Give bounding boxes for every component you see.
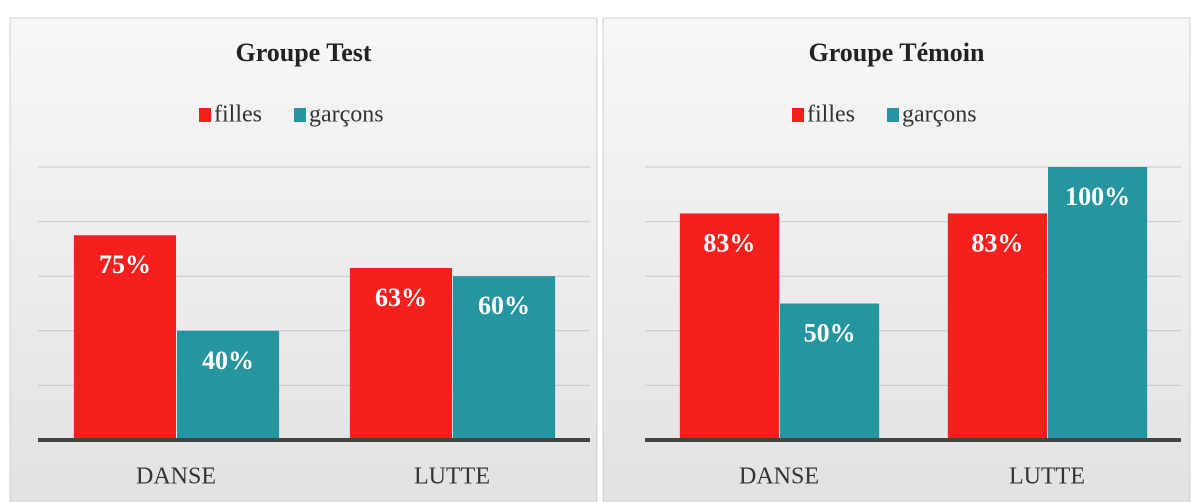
legend-label: garçons [309, 102, 384, 128]
bar [73, 235, 176, 440]
bar [679, 213, 779, 440]
data-label: 60% [478, 291, 530, 320]
legend-label: filles [807, 102, 855, 128]
bar [177, 330, 280, 440]
x-tick-label: DANSE [739, 464, 819, 490]
data-label: 75% [99, 250, 151, 279]
x-tick-label: DANSE [136, 464, 216, 490]
x-tick-label: LUTTE [414, 464, 490, 490]
legend-swatch [199, 108, 211, 122]
data-label: 50% [804, 318, 856, 347]
data-label: 83% [703, 228, 755, 257]
legend-swatch [792, 108, 804, 122]
chart-title: Groupe Témoin [808, 38, 985, 67]
x-tick-label: LUTTE [1009, 464, 1085, 490]
legend-label: garçons [902, 102, 977, 128]
data-label: 100% [1065, 182, 1130, 211]
legend-swatch [294, 108, 306, 122]
bar [947, 213, 1047, 440]
chart-title: Groupe Test [235, 38, 371, 67]
legend-swatch [887, 108, 899, 122]
bar [1048, 167, 1148, 440]
data-label: 83% [971, 228, 1023, 257]
data-label: 40% [202, 346, 254, 375]
data-label: 63% [375, 283, 427, 312]
bar [349, 268, 452, 440]
bar [780, 303, 880, 440]
legend-label: filles [214, 102, 262, 128]
bar [453, 276, 556, 440]
